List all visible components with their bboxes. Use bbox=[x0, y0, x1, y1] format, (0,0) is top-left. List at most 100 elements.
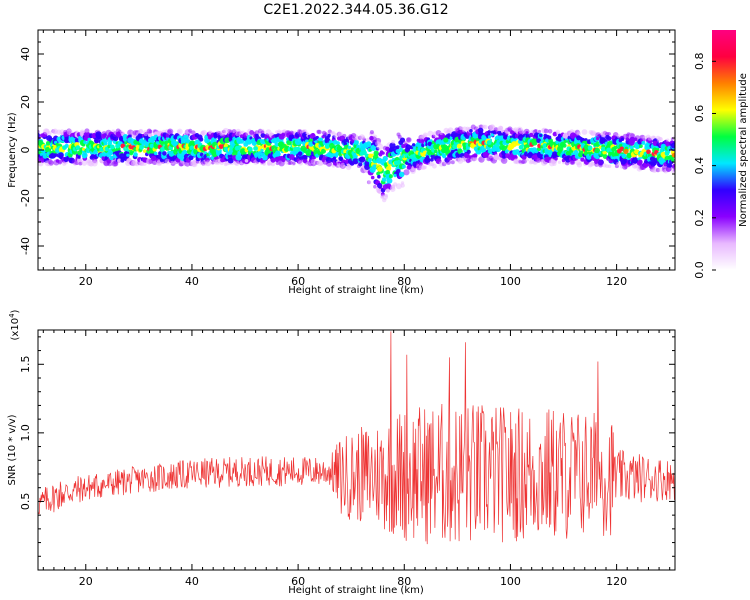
y-tick-label: 40 bbox=[19, 47, 32, 61]
heatmap-cell bbox=[573, 149, 579, 156]
heatmap-ridge-cell bbox=[75, 145, 81, 151]
snr-ticks: 20 40 60 80 100 120 0.5 1.0 1.5 bbox=[19, 330, 675, 588]
heatmap-cell bbox=[270, 161, 276, 167]
heatmap-cell bbox=[81, 160, 88, 166]
heatmap-cell bbox=[661, 158, 666, 163]
heatmap-cell bbox=[303, 155, 308, 160]
heatmap-cell bbox=[381, 151, 385, 155]
heatmap-cell bbox=[377, 188, 382, 194]
heatmap-cell bbox=[474, 157, 478, 161]
heatmap-cell bbox=[172, 140, 178, 147]
heatmap-cell bbox=[335, 141, 340, 146]
heatmap-cell bbox=[142, 149, 147, 153]
heatmap-cell bbox=[197, 134, 203, 140]
snr-y-axis-label: SNR (10 * v/v) bbox=[7, 414, 18, 485]
heatmap-cell bbox=[518, 128, 524, 134]
heatmap-cell bbox=[626, 152, 632, 159]
heatmap-cell bbox=[594, 147, 601, 154]
heatmap-cell bbox=[636, 160, 642, 166]
heatmap-cell bbox=[246, 138, 252, 145]
colorbar-tick-label: 0.8 bbox=[693, 53, 706, 71]
heatmap-cell bbox=[385, 188, 390, 193]
heatmap-cell bbox=[48, 160, 54, 166]
heatmap-cell bbox=[630, 133, 635, 139]
heatmap-cell bbox=[274, 142, 280, 147]
heatmap-cell bbox=[373, 150, 379, 156]
colorbar-ticks: 0.0 0.2 0.4 0.6 0.8 bbox=[693, 53, 716, 279]
heatmap-cell bbox=[82, 155, 87, 159]
heatmap-ridge-cell bbox=[518, 144, 524, 150]
heatmap-cell bbox=[381, 177, 387, 182]
heatmap-cell bbox=[472, 133, 478, 139]
heatmap-cell bbox=[607, 132, 611, 136]
heatmap-cell bbox=[384, 193, 388, 198]
colorbar-tick-label: 0.0 bbox=[693, 261, 706, 279]
heatmap-cell bbox=[251, 141, 257, 146]
heatmap-cell bbox=[623, 148, 629, 155]
spectrogram-x-axis-label: Height of straight line (km) bbox=[288, 285, 424, 296]
heatmap-cell bbox=[447, 133, 451, 137]
heatmap-cell bbox=[403, 169, 410, 176]
x-tick-label: 120 bbox=[606, 575, 627, 588]
heatmap-cell bbox=[557, 133, 562, 138]
x-tick-label: 80 bbox=[397, 275, 411, 288]
heatmap-ridge-cell bbox=[247, 146, 253, 152]
heatmap-cell bbox=[317, 129, 322, 135]
y-tick-label: 0.5 bbox=[19, 493, 32, 511]
heatmap-cell bbox=[249, 130, 254, 135]
heatmap-cell bbox=[308, 141, 314, 147]
heatmap-cell bbox=[534, 129, 538, 133]
heatmap-cell bbox=[191, 130, 196, 135]
heatmap-cell bbox=[292, 161, 296, 165]
heatmap-cell bbox=[427, 130, 434, 137]
heatmap-ridge-cell bbox=[362, 150, 367, 156]
heatmap-cell bbox=[148, 148, 154, 154]
x-tick-label: 40 bbox=[185, 275, 199, 288]
heatmap-cell bbox=[547, 129, 553, 134]
heatmap-cell bbox=[616, 161, 621, 166]
heatmap-cell bbox=[281, 133, 286, 137]
heatmap-cell bbox=[262, 155, 268, 161]
heatmap-cell bbox=[177, 130, 181, 134]
heatmap-cell bbox=[590, 161, 595, 166]
heatmap-cell bbox=[342, 133, 347, 138]
heatmap-cell bbox=[412, 147, 417, 152]
heatmap-cell bbox=[165, 133, 170, 138]
heatmap-cell bbox=[559, 142, 566, 148]
heatmap-cell bbox=[150, 155, 157, 162]
heatmap-cell bbox=[260, 130, 265, 134]
heatmap-cell bbox=[297, 160, 304, 166]
heatmap-cell bbox=[398, 140, 404, 146]
heatmap-cell bbox=[576, 135, 582, 141]
x-tick-label: 100 bbox=[500, 575, 521, 588]
snr-multiplier-label: (x104) bbox=[8, 309, 21, 340]
spectrogram-panel: 20 40 60 80 100 120 -40 -20 0 20 40 Height of stra… bbox=[7, 29, 676, 296]
heatmap-cell bbox=[397, 134, 402, 139]
colorbar-tick-label: 0.6 bbox=[693, 105, 706, 123]
heatmap-cell bbox=[288, 154, 295, 160]
spectrogram-heatmap bbox=[38, 124, 675, 203]
heatmap-ridge-cell bbox=[253, 146, 258, 151]
heatmap-cell bbox=[80, 140, 85, 145]
heatmap-cell bbox=[327, 133, 331, 138]
heatmap-cell bbox=[634, 163, 639, 168]
heatmap-cell bbox=[302, 158, 308, 164]
y-tick-label: 20 bbox=[19, 95, 32, 109]
heatmap-cell bbox=[625, 137, 630, 141]
heatmap-cell bbox=[185, 139, 191, 144]
heatmap-cell bbox=[126, 153, 130, 157]
heatmap-cell bbox=[258, 145, 263, 150]
heatmap-cell bbox=[513, 155, 518, 160]
heatmap-cell bbox=[377, 166, 383, 172]
heatmap-cell bbox=[507, 145, 513, 151]
heatmap-cell bbox=[139, 128, 143, 133]
heatmap-cell bbox=[347, 145, 352, 150]
heatmap-cell bbox=[400, 183, 405, 188]
heatmap-cell bbox=[45, 141, 51, 146]
heatmap-cell bbox=[425, 155, 430, 159]
x-tick-label: 60 bbox=[291, 275, 305, 288]
heatmap-cell bbox=[271, 135, 275, 139]
heatmap-cell bbox=[547, 135, 552, 140]
heatmap-cell bbox=[529, 132, 534, 138]
heatmap-cell bbox=[373, 184, 377, 189]
